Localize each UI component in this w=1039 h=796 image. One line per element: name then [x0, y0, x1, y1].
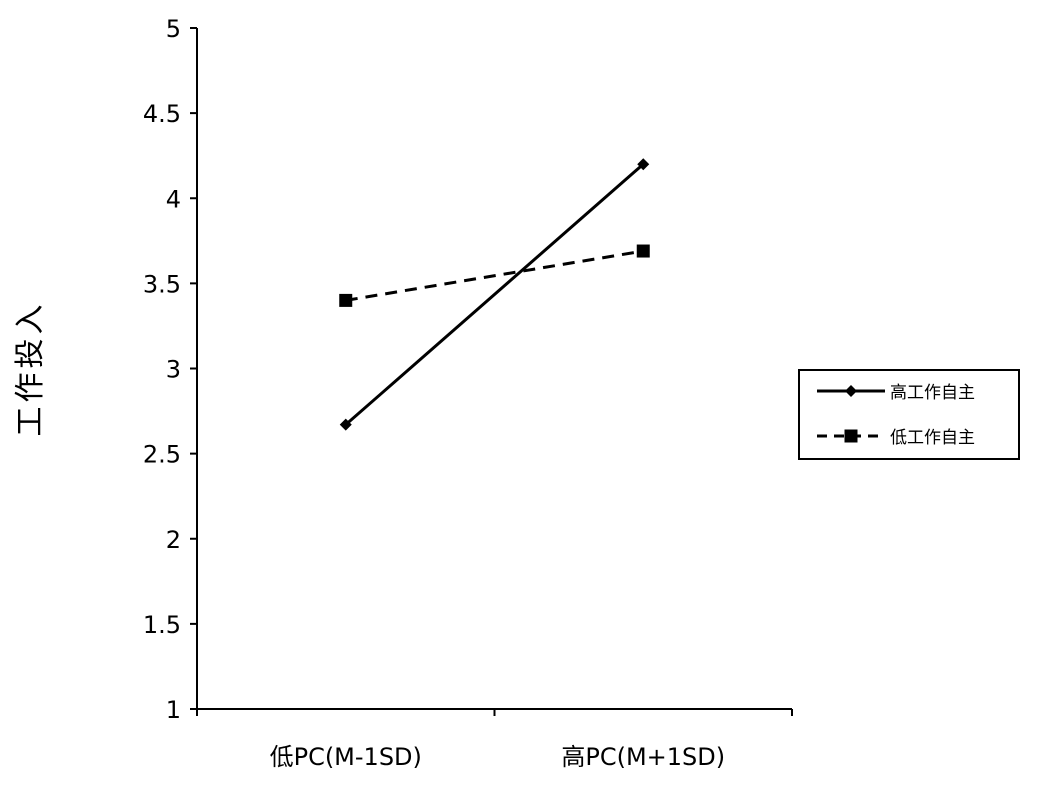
y-tick-label: 1 — [166, 696, 181, 724]
axes — [196, 28, 792, 710]
y-ticks: 1 1.5 2 2.5 3 3.5 4 4.5 5 — [143, 15, 197, 724]
y-tick-label: 4 — [166, 185, 181, 213]
x-category-label: 低PC(M-1SD) — [270, 743, 422, 771]
y-tick-label: 4.5 — [143, 100, 181, 128]
y-tick-label: 3.5 — [143, 270, 181, 298]
legend-diamond-marker — [845, 385, 857, 397]
legend-item: 高工作自主 — [817, 383, 975, 403]
diamond-marker — [339, 418, 352, 431]
series-line — [345, 249, 644, 302]
series-line — [344, 163, 645, 426]
square-marker — [636, 244, 650, 258]
series-2 — [339, 244, 650, 307]
x-category-label: 高PC(M+1SD) — [561, 743, 725, 771]
y-tick-label: 2.5 — [143, 441, 181, 469]
legend-box — [798, 369, 1020, 460]
y-tick-label: 1.5 — [143, 611, 181, 639]
y-axis-label: 工作投入 — [13, 301, 48, 437]
x-ticks: 低PC(M-1SD) 高PC(M+1SD) — [196, 709, 793, 771]
series-1 — [339, 158, 650, 431]
y-tick-label: 2 — [166, 526, 181, 554]
square-marker — [339, 293, 353, 307]
y-tick-label: 5 — [166, 15, 181, 43]
legend-label: 低工作自主 — [890, 428, 975, 448]
series-group — [339, 158, 650, 431]
legend-item: 低工作自主 — [817, 428, 975, 448]
legend-label: 高工作自主 — [890, 383, 975, 403]
legend-square-marker — [844, 429, 858, 443]
y-tick-label: 3 — [166, 356, 181, 384]
diamond-marker — [637, 158, 650, 171]
